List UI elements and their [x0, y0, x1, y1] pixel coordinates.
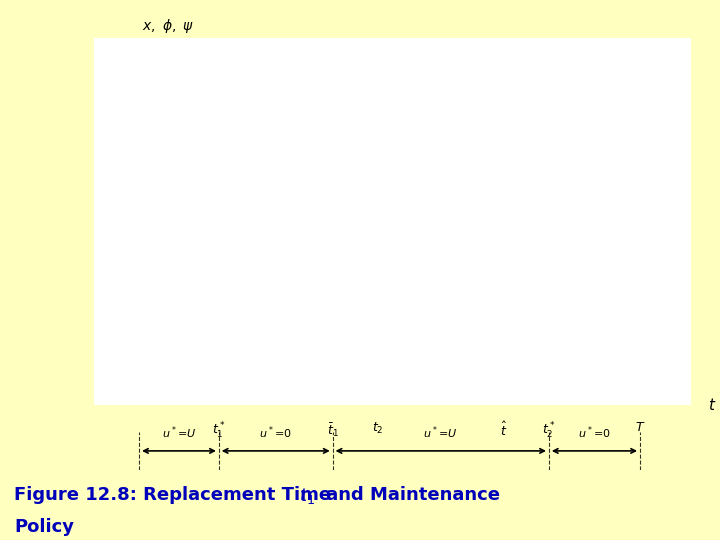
Text: $u^*\!=\!0$: $u^*\!=\!0$: [259, 425, 292, 442]
Text: A: A: [115, 291, 125, 305]
Text: $t_2$: $t_2$: [372, 421, 384, 436]
Text: Replacement
Curve: Replacement Curve: [150, 213, 228, 240]
Text: $T$: $T$: [635, 421, 645, 434]
Text: F: F: [554, 259, 562, 273]
Text: $t$: $t$: [708, 397, 716, 413]
Text: $t_1^*$: $t_1^*$: [212, 421, 225, 441]
Text: Figure 12.8: Replacement Time: Figure 12.8: Replacement Time: [14, 486, 338, 504]
Text: $x(t)$: $x(t)$: [407, 142, 430, 157]
Text: $u^*\!=\!0$: $u^*\!=\!0$: [578, 425, 611, 442]
Text: $t_1$: $t_1$: [299, 486, 315, 506]
Text: and Maintenance: and Maintenance: [320, 486, 500, 504]
Text: C: C: [145, 114, 155, 128]
Text: $\psi(t)$: $\psi(t)$: [310, 284, 333, 300]
Text: $\phi(0)$: $\phi(0)$: [101, 197, 127, 214]
Text: G: G: [646, 298, 657, 312]
Text: $\phi(t)$: $\phi(t)$: [435, 328, 459, 346]
Text: E: E: [336, 114, 344, 128]
Text: $x,\ \phi,\ \psi$: $x,\ \phi,\ \psi$: [142, 17, 194, 35]
Text: Policy: Policy: [14, 518, 74, 536]
Text: $x(t)$: $x(t)$: [242, 136, 265, 150]
Text: 0: 0: [120, 392, 127, 405]
Text: 1: 1: [120, 128, 127, 141]
Text: B: B: [384, 214, 393, 228]
Text: $\bar{t}_1$: $\bar{t}_1$: [327, 421, 338, 438]
Text: $\hat{t}$: $\hat{t}$: [500, 421, 507, 439]
Text: $t_2^*$: $t_2^*$: [542, 421, 556, 441]
Text: $u^*\!=\!U$: $u^*\!=\!U$: [161, 425, 197, 442]
Text: D: D: [350, 272, 360, 286]
Text: $u^*\!=\!U$: $u^*\!=\!U$: [423, 425, 458, 442]
